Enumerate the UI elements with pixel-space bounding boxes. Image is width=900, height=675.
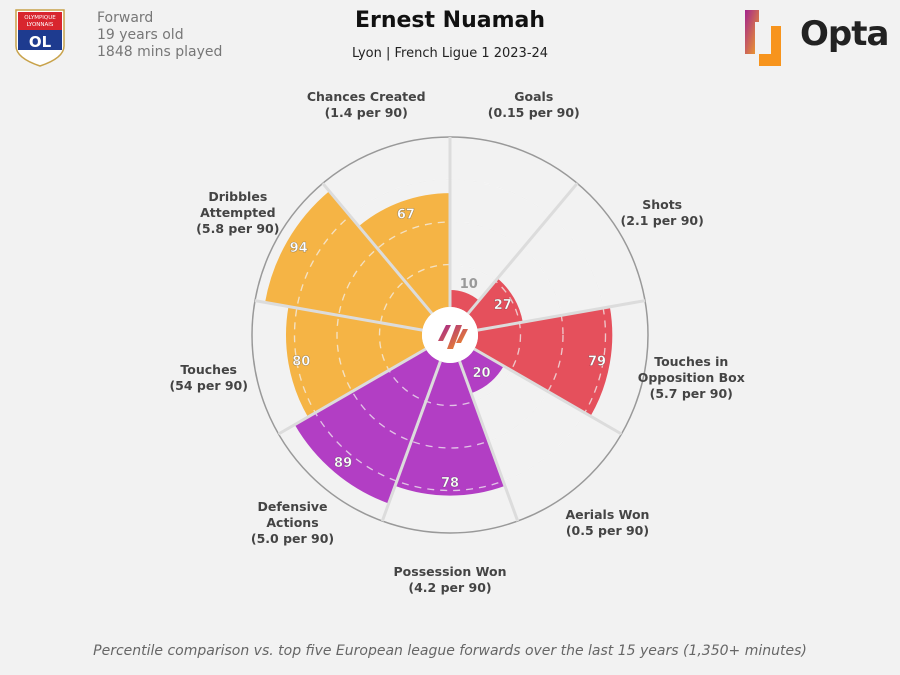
value-label: 10 [460,277,478,292]
category-label: Shots (2.1 per 90) [620,196,704,228]
slice-bar [265,191,433,331]
value-label: 94 [290,241,308,256]
slice-divider [477,299,646,332]
player-age: 19 years old [97,27,184,43]
svg-text:OLYMPIQUE: OLYMPIQUE [24,15,56,21]
category-label: Dribbles Attempted (5.8 per 90) [196,188,280,236]
category-label: Touches (54 per 90) [169,361,248,393]
value-label: 67 [397,207,415,222]
footer-note: Percentile comparison vs. top five Europ… [93,643,807,659]
category-label: Goals (0.15 per 90) [487,88,580,120]
player-minutes: 1848 mins played [97,44,223,60]
slice-bar [358,193,450,314]
slice-divider [473,347,623,436]
value-label: 89 [334,456,352,471]
category-label: Possession Won (4.2 per 90) [393,564,507,595]
grid-ring [336,221,564,449]
value-label: 78 [441,476,459,491]
center-hub [422,307,478,363]
slice-divider [466,182,579,315]
lyon-crest-logo: OLYMPIQUE LYONNAIS OL [15,9,65,67]
slice-bar [474,306,613,417]
category-label: Defensive Actions (5.0 per 90) [250,498,335,546]
slice-divider [277,347,427,436]
svg-text:LYONNAIS: LYONNAIS [27,22,54,28]
page-title: Ernest Nuamah [354,8,546,33]
category-label: Chances Created (1.4 per 90) [306,88,426,120]
opta-mark-icon [438,325,468,349]
brand-name: Opta [800,14,889,54]
svg-text:OL: OL [29,33,52,51]
value-label: 27 [494,298,512,313]
page-subtitle: Lyon | French Ligue 1 2023-24 [351,46,549,61]
value-label: 20 [472,366,490,381]
grid-ring-shadow [336,221,564,449]
category-label: Touches in Opposition Box (5.7 per 90) [637,353,745,401]
slice-divider [380,360,442,522]
opta-logo-icon [745,10,781,66]
slice-divider [254,299,423,332]
slice-divider [321,182,434,315]
player-position: Forward [97,10,154,26]
player-meta: Forward 19 years old 1848 mins played [97,10,222,61]
slice-bar [285,306,426,417]
value-label: 79 [588,354,606,369]
slice-bar [467,278,523,331]
value-label: 80 [292,355,310,370]
slice-divider [458,360,520,522]
slice-bar [395,361,505,496]
category-label: Aerials Won (0.5 per 90) [565,506,650,538]
